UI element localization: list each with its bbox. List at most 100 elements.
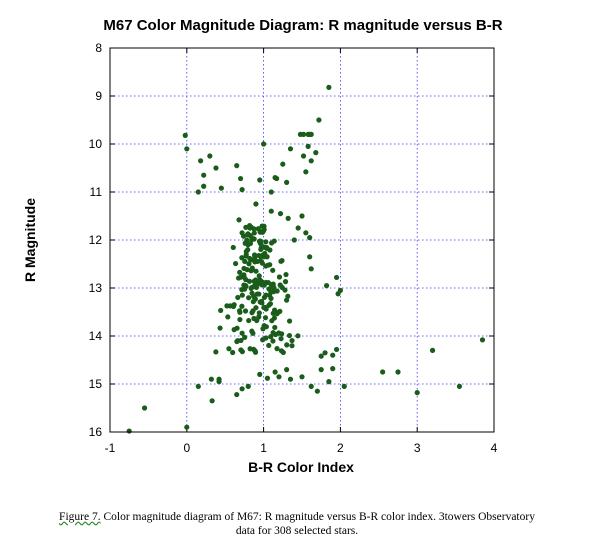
- x-tick-label: 4: [491, 441, 498, 455]
- y-tick-label: 15: [89, 377, 103, 391]
- data-point: [209, 398, 215, 404]
- data-point: [295, 225, 301, 231]
- data-point: [265, 279, 271, 286]
- data-point: [247, 255, 253, 262]
- data-point: [253, 201, 259, 207]
- y-tick-label: 11: [90, 185, 103, 199]
- data-point: [271, 238, 277, 244]
- data-point: [269, 318, 275, 324]
- data-point: [247, 346, 253, 352]
- y-axis-label: R Magnitude: [22, 198, 38, 282]
- data-point: [380, 369, 386, 375]
- data-point: [299, 374, 305, 380]
- data-point: [239, 292, 245, 298]
- data-point: [263, 263, 269, 269]
- data-point: [258, 278, 264, 284]
- data-point: [254, 291, 260, 297]
- data-point: [326, 379, 332, 385]
- data-point: [333, 346, 340, 353]
- data-point: [256, 310, 262, 316]
- data-point: [257, 177, 263, 183]
- x-tick-label: 1: [260, 441, 267, 455]
- data-point: [295, 333, 301, 339]
- data-point: [270, 338, 276, 344]
- data-point: [260, 337, 266, 343]
- data-point: [258, 241, 264, 247]
- data-point: [234, 325, 240, 331]
- data-point: [241, 282, 247, 288]
- x-tick-label: 2: [337, 441, 344, 455]
- data-point: [262, 315, 269, 321]
- data-point: [280, 161, 286, 167]
- data-point: [141, 405, 148, 411]
- data-point: [263, 292, 269, 298]
- x-tick-label: 0: [183, 441, 190, 455]
- data-point: [308, 131, 314, 137]
- data-point: [272, 331, 279, 338]
- data-point: [195, 189, 201, 195]
- data-point: [230, 244, 236, 251]
- data-point: [250, 308, 256, 314]
- data-point: [224, 303, 230, 309]
- data-point: [274, 346, 280, 352]
- data-point: [246, 317, 252, 324]
- data-point: [213, 349, 219, 355]
- data-point: [261, 323, 267, 329]
- data-point: [243, 224, 249, 230]
- y-tick-label: 14: [89, 329, 103, 343]
- plot-area-frame: [109, 47, 495, 433]
- data-point: [126, 428, 132, 434]
- data-point: [261, 223, 267, 229]
- data-point: [322, 350, 328, 356]
- y-tick-label: 8: [95, 41, 102, 55]
- data-point: [267, 247, 273, 253]
- data-point: [267, 262, 273, 268]
- data-point: [285, 293, 291, 299]
- data-point: [242, 258, 248, 264]
- data-point: [284, 179, 290, 185]
- data-point: [239, 287, 245, 293]
- data-point: [251, 278, 257, 284]
- caption-line-1: Figure 7. Color magnitude diagram of M67…: [6, 510, 588, 524]
- data-point: [257, 258, 264, 264]
- data-point: [218, 185, 224, 191]
- data-point: [266, 302, 272, 308]
- data-point: [225, 314, 231, 320]
- data-point: [237, 269, 243, 275]
- data-point: [260, 228, 266, 234]
- data-point: [256, 314, 262, 320]
- data-point: [235, 294, 241, 301]
- data-point: [246, 295, 252, 301]
- data-point: [287, 146, 294, 152]
- data-point: [216, 376, 222, 382]
- y-tick-label: 12: [89, 233, 103, 247]
- figure-caption: Figure 7. Color magnitude diagram of M67…: [6, 510, 588, 538]
- data-point: [280, 349, 286, 356]
- data-point: [308, 158, 314, 164]
- data-point: [337, 287, 343, 293]
- chart-title: M67 Color Magnitude Diagram: R magnitude…: [103, 17, 502, 34]
- data-point: [341, 383, 347, 389]
- data-point: [245, 232, 251, 238]
- data-point: [268, 334, 274, 340]
- data-point: [184, 146, 190, 152]
- data-point: [414, 390, 420, 396]
- data-point: [264, 375, 271, 381]
- caption-figure-number: Figure 7.: [59, 511, 101, 523]
- data-point: [270, 267, 276, 273]
- data-point: [261, 282, 267, 288]
- data-point: [277, 211, 284, 217]
- data-point: [303, 230, 309, 236]
- data-point: [182, 132, 188, 138]
- data-point: [257, 371, 263, 377]
- data-point: [237, 316, 243, 323]
- data-point: [184, 424, 190, 430]
- data-point: [300, 131, 307, 137]
- data-point: [268, 295, 274, 301]
- data-point: [326, 84, 332, 90]
- data-point: [246, 261, 252, 267]
- data-point: [237, 309, 243, 315]
- data-point: [289, 337, 295, 344]
- data-point: [207, 153, 213, 159]
- data-point: [263, 239, 269, 245]
